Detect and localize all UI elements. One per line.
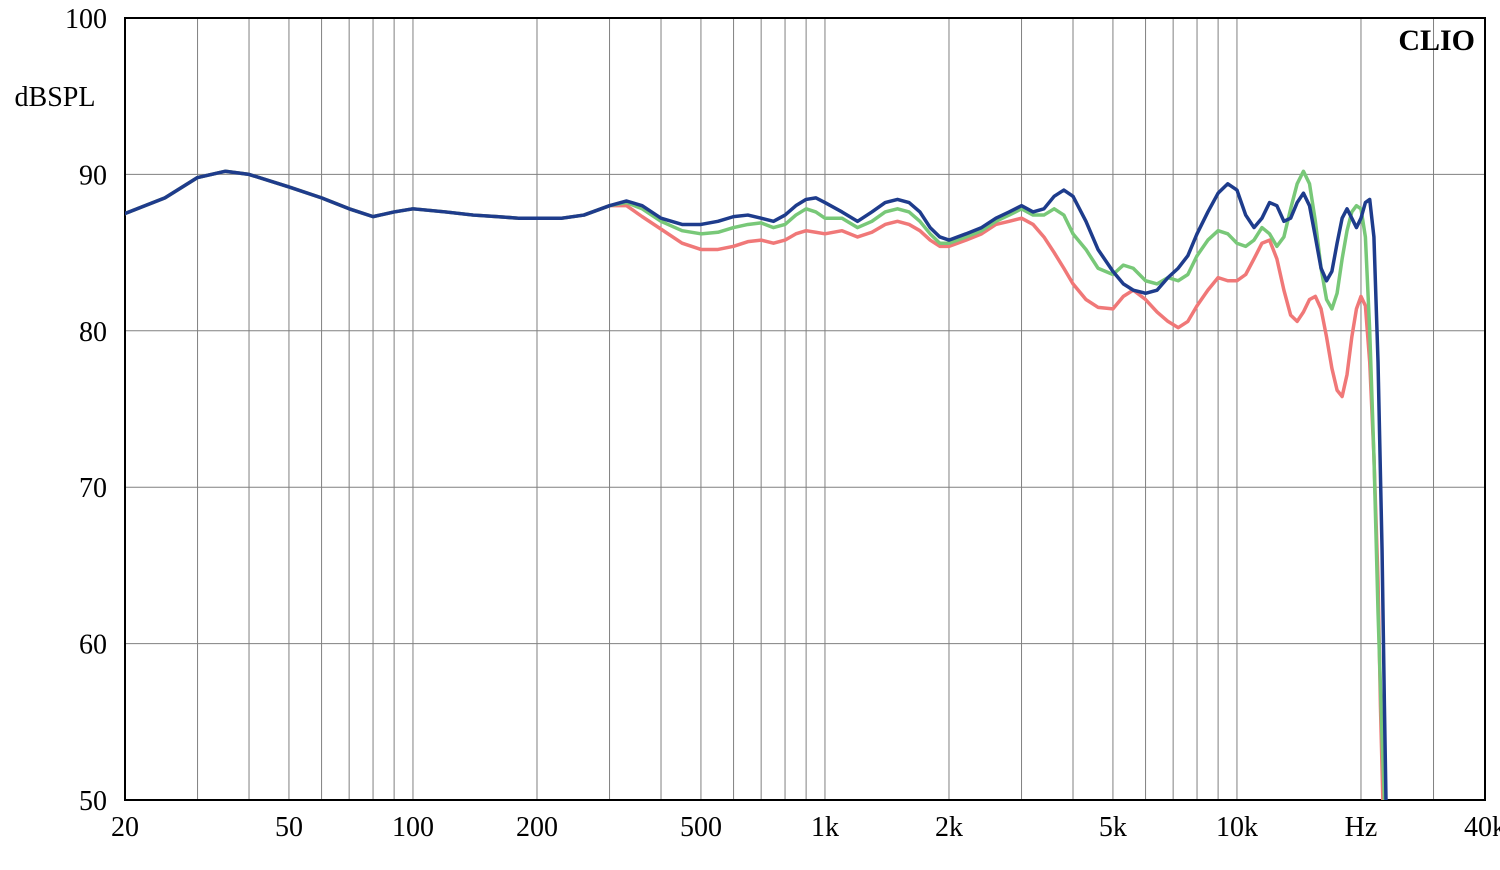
y-tick-label: 70	[79, 473, 107, 504]
x-tick-label: 500	[680, 812, 722, 843]
frequency-response-chart: 5060708090100dBSPL20501002005001k2k5k10k…	[0, 0, 1500, 870]
y-tick-label: 100	[65, 4, 107, 35]
chart-svg: 5060708090100dBSPL20501002005001k2k5k10k…	[0, 0, 1500, 870]
x-tick-label: 40k	[1464, 812, 1500, 843]
x-tick-label: 200	[516, 812, 558, 843]
x-tick-label: 100	[392, 812, 434, 843]
watermark-label: CLIO	[1398, 24, 1475, 57]
y-tick-label: 90	[79, 160, 107, 191]
x-tick-label: 20	[111, 812, 139, 843]
x-tick-label: 50	[275, 812, 303, 843]
x-tick-label: 10k	[1216, 812, 1258, 843]
chart-background	[0, 0, 1500, 870]
x-tick-label: 2k	[935, 812, 963, 843]
x-tick-label: 1k	[811, 812, 839, 843]
y-tick-label: 80	[79, 317, 107, 348]
y-tick-label: 50	[79, 786, 107, 817]
x-tick-label: 5k	[1099, 812, 1127, 843]
y-axis-unit-label: dBSPL	[15, 82, 96, 113]
y-tick-label: 60	[79, 630, 107, 661]
x-axis-unit-label: Hz	[1345, 812, 1378, 843]
